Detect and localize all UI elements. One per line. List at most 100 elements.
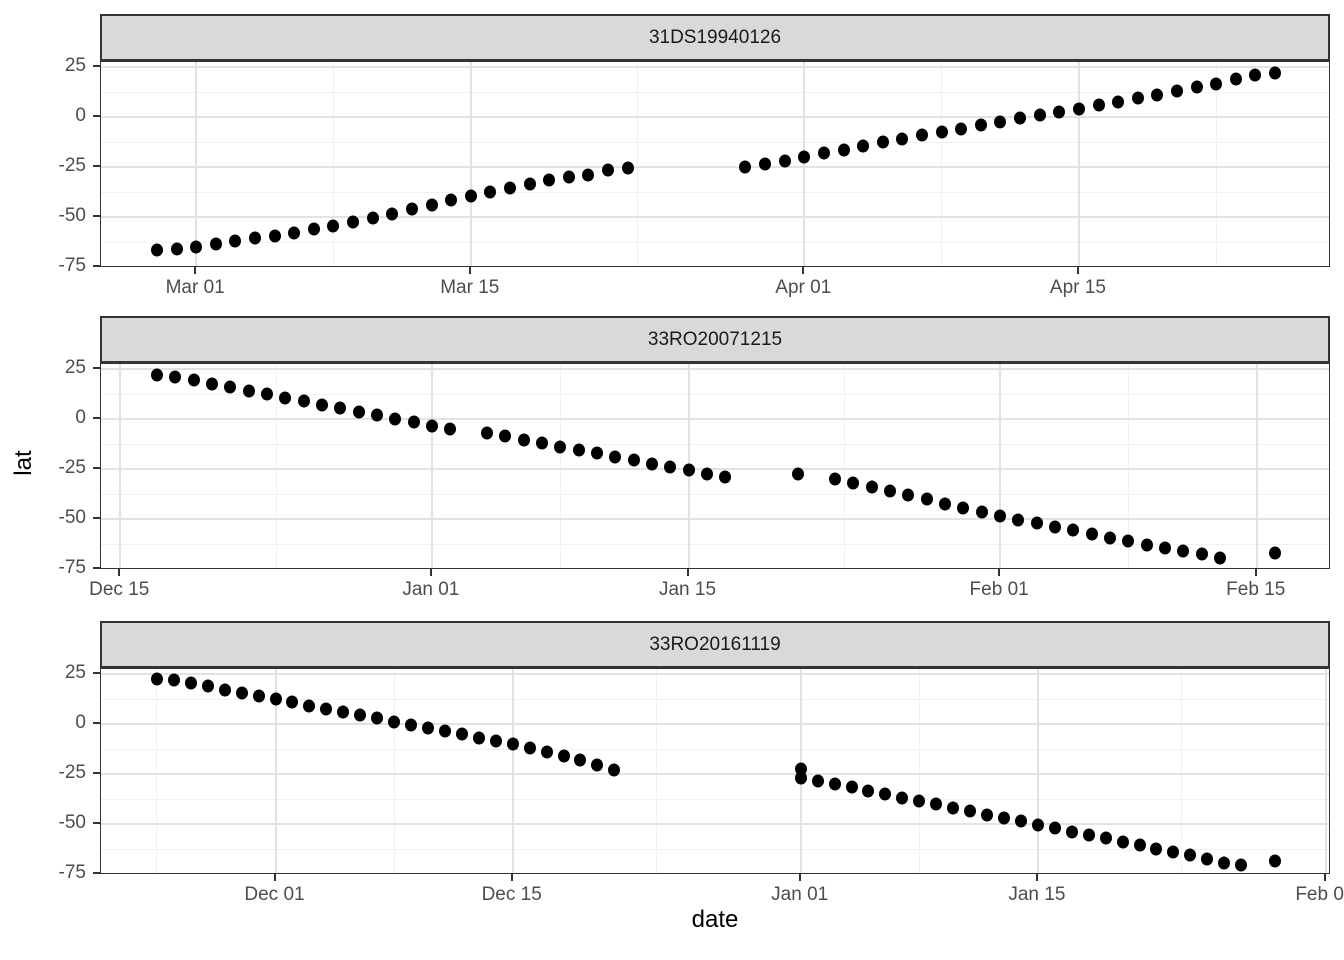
data-point [1092,98,1105,112]
data-point [252,689,265,703]
x-tick-mark [686,569,689,576]
x-tick-mark [194,267,197,274]
x-axis-title: date [691,906,739,933]
data-point [811,774,824,788]
gridline-major-v [1324,669,1327,873]
data-point [229,234,242,248]
gridline-major-h [101,518,1329,520]
data-point [464,189,477,203]
gridline-minor-h [101,798,1329,800]
gridline-minor-v [156,669,158,873]
gridline-major-v [1255,364,1258,568]
gridline-minor-v [1215,62,1217,266]
facet-strip: 33RO20071215 [100,316,1330,363]
gridline-major-h [101,773,1329,775]
data-point [857,139,870,153]
gridline-minor-v [559,364,561,568]
data-point [896,132,909,146]
data-point [981,808,994,822]
data-point [1151,88,1164,102]
x-tick-label: Apr 15 [1049,277,1106,298]
gridline-minor-v [843,364,845,568]
data-point [268,229,281,243]
data-point [260,387,273,401]
data-point [499,429,512,443]
data-point [269,692,282,706]
data-point [187,373,200,387]
gridline-minor-v [1127,364,1129,568]
data-point [543,173,556,187]
data-point [645,457,658,471]
y-tick-mark [93,672,100,674]
data-point [957,501,970,515]
y-tick-mark [93,517,100,519]
data-point [913,794,926,808]
data-point [388,715,401,729]
data-point [327,219,340,233]
data-point [150,672,163,686]
data-point [778,154,791,168]
data-point [205,377,218,391]
data-point [602,163,615,177]
y-tick-label: -50 [58,205,86,226]
gridline-minor-h [101,848,1329,850]
data-point [201,679,214,693]
data-point [389,412,402,426]
plot-panel [100,363,1330,569]
x-tick-mark [798,874,801,881]
data-point [517,433,530,447]
data-point [608,763,621,777]
data-point [1269,546,1282,560]
gridline-major-h [101,723,1329,725]
data-point [939,497,952,511]
data-point [407,415,420,429]
data-point [150,368,163,382]
x-axis: Mar 01 Mar 15 Apr 01 Apr 15 [100,267,1344,307]
data-point [190,240,203,254]
data-point [1099,831,1112,845]
gridline-minor-v [656,669,658,873]
x-tick-label: Jan 15 [658,579,717,600]
gridline-major-h [101,823,1329,825]
data-point [994,509,1007,523]
data-point [421,721,434,735]
data-point [998,811,1011,825]
gridline-major-v [803,62,806,266]
y-tick-mark [93,165,100,167]
data-point [472,731,485,745]
data-point [455,727,468,741]
data-point [1065,825,1078,839]
data-point [297,394,310,408]
y-tick-label: 25 [64,55,86,76]
data-point [169,370,182,384]
data-point [574,753,587,767]
gridline-major-h [101,66,1329,68]
y-tick-mark [93,567,100,569]
data-point [303,699,316,713]
gridline-minor-h [101,241,1329,243]
gridline-minor-h [101,91,1329,93]
data-point [445,193,458,207]
data-point [1184,848,1197,862]
gridline-major-h [101,368,1329,370]
x-tick-label: Dec 15 [481,884,542,905]
data-point [523,177,536,191]
data-point [1171,84,1183,98]
gridline-major-v [119,364,122,568]
gridline-minor-v [1181,669,1183,873]
y-tick-label: -75 [58,557,86,578]
y-tick-mark [93,417,100,419]
data-point [315,398,328,412]
facet-strip: 31DS19940126 [100,14,1330,61]
x-tick-mark [510,874,513,881]
facet-31DS19940126: 31DS19940126 25 0 -25 -50 -75 Mar 01 Mar 15 Ap… [0,14,1344,324]
data-point [865,480,878,494]
data-point [964,804,977,818]
data-point [664,460,677,474]
data-point [1210,77,1223,91]
y-tick-mark [93,265,100,267]
data-point [242,384,255,398]
data-point [1140,538,1153,552]
data-point [370,408,383,422]
gridline-major-h [101,673,1329,675]
